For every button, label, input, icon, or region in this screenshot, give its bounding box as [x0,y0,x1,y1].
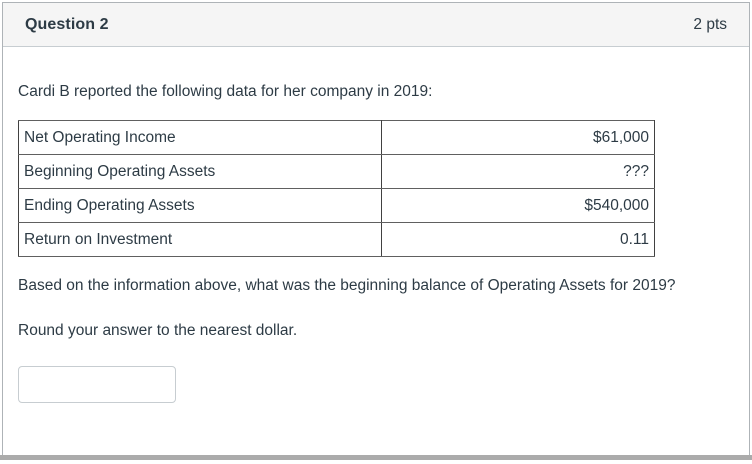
table-cell-value: $540,000 [381,188,655,223]
table-row: Net Operating Income $61,000 [18,120,655,155]
table-row: Return on Investment 0.11 [18,222,655,257]
answer-input[interactable] [18,366,176,403]
table-cell-value: 0.11 [381,222,655,257]
table-cell-label: Beginning Operating Assets [18,154,382,189]
question-text: Based on the information above, what was… [18,277,676,294]
table-cell-value: $61,000 [381,120,655,155]
bottom-divider [0,455,752,460]
instruction-text: Round your answer to the nearest dollar. [18,322,298,339]
table-cell-label: Ending Operating Assets [18,188,382,223]
intro-text: Cardi B reported the following data for … [18,83,433,100]
table-row: Beginning Operating Assets??? [18,154,655,189]
table-cell-label: Net Operating Income [18,120,382,155]
question-points-badge: 2 pts [693,15,727,33]
table-cell-label: Return on Investment [18,222,382,257]
table-row: Ending Operating Assets $540,000 [18,188,655,223]
data-table-body: Net Operating Income $61,000 Beginning Ope… [18,120,655,257]
question-title: Question 2 [25,15,109,33]
data-table: Net Operating Income $61,000 Beginning Ope… [18,120,655,257]
question-card: Question 2 2 pts Cardi B reported the fo… [2,2,750,456]
question-header: Question 2 2 pts [3,3,749,47]
table-cell-value: ??? [381,154,655,189]
question-body: Cardi B reported the following data for … [3,47,749,403]
